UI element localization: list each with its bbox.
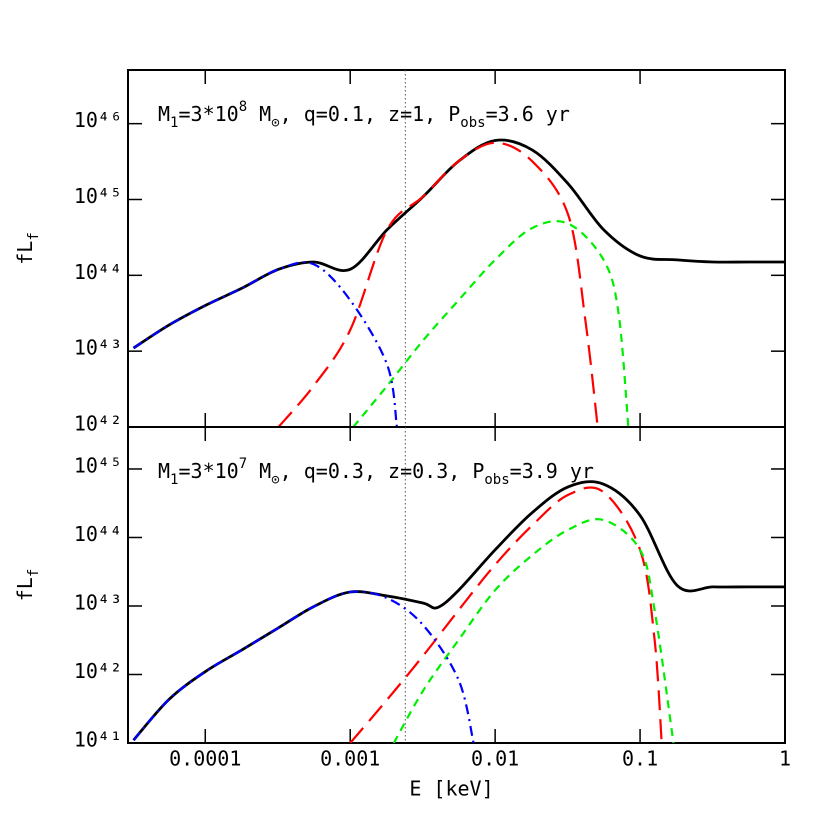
y-tick-label: 10⁴³ xyxy=(74,336,122,360)
y-tick-label: 10⁴⁵ xyxy=(74,453,122,477)
y-tick-label: 10⁴⁴ xyxy=(74,522,122,546)
series-group xyxy=(132,138,785,427)
x-tick-label: 1 xyxy=(779,747,791,771)
annotation-part: , q=0.1, z=1, P xyxy=(280,102,461,126)
series-line xyxy=(132,261,398,427)
annotation-part: M xyxy=(158,459,170,483)
annotation: M1=3*108 M⊙, q=0.1, z=1, Pobs=3.6 yr xyxy=(158,99,570,131)
x-tick-label: 0.001 xyxy=(320,747,380,771)
y-tick-label: 10⁴⁴ xyxy=(74,260,122,284)
annotation-part: =3.9 yr xyxy=(510,459,594,483)
annotation-part: , q=0.3, z=0.3, P xyxy=(280,459,485,483)
annotation-part: M xyxy=(247,102,271,126)
annotation-part: =3.6 yr xyxy=(486,102,570,126)
y-tick-label: 10⁴³ xyxy=(74,590,122,614)
y-axis-label-part: fL xyxy=(13,241,37,265)
series-line xyxy=(132,590,475,743)
annotation-part: 1 xyxy=(170,115,178,131)
y-tick-label: 10⁴⁵ xyxy=(74,184,122,208)
annotation-part: =3*10 xyxy=(178,102,238,126)
x-tick-label: 0.01 xyxy=(471,747,519,771)
y-axis-label-part: f xyxy=(26,232,42,240)
y-axis-label-part: f xyxy=(26,569,42,577)
annotation-part: obs xyxy=(484,472,509,488)
annotation-part: =3*10 xyxy=(178,459,238,483)
annotation-part: 1 xyxy=(170,472,178,488)
series-line xyxy=(132,480,785,742)
annotation-part: obs xyxy=(460,115,485,131)
series-line xyxy=(349,486,663,743)
annotation-part: 7 xyxy=(239,456,247,472)
series-line xyxy=(277,141,599,427)
series-line xyxy=(132,138,785,350)
y-tick-label: 10⁴⁶ xyxy=(74,108,122,132)
x-tick-label: 0.0001 xyxy=(169,747,241,771)
annotation-part: M xyxy=(247,459,271,483)
series-line xyxy=(352,220,630,427)
plot-frame xyxy=(127,426,786,744)
x-tick-label: 0.1 xyxy=(622,747,658,771)
y-tick-label: 10⁴² xyxy=(74,659,122,683)
y-tick-label: 10⁴² xyxy=(74,412,122,436)
y-axis-label-part: fL xyxy=(13,577,37,601)
series-line xyxy=(392,518,675,743)
annotation-part: ⊙ xyxy=(271,115,280,131)
annotation-part: ⊙ xyxy=(271,472,280,488)
y-tick-label: 10⁴¹ xyxy=(74,728,122,752)
y-axis-label: fLf xyxy=(13,569,43,602)
annotation-part: 8 xyxy=(239,99,247,115)
y-axis-label: fLf xyxy=(13,232,43,265)
x-axis-label: E [keV] xyxy=(409,777,493,801)
series-group xyxy=(132,480,785,743)
annotation-part: M xyxy=(158,102,170,126)
annotation: M1=3*107 M⊙, q=0.3, z=0.3, Pobs=3.9 yr xyxy=(158,456,594,488)
